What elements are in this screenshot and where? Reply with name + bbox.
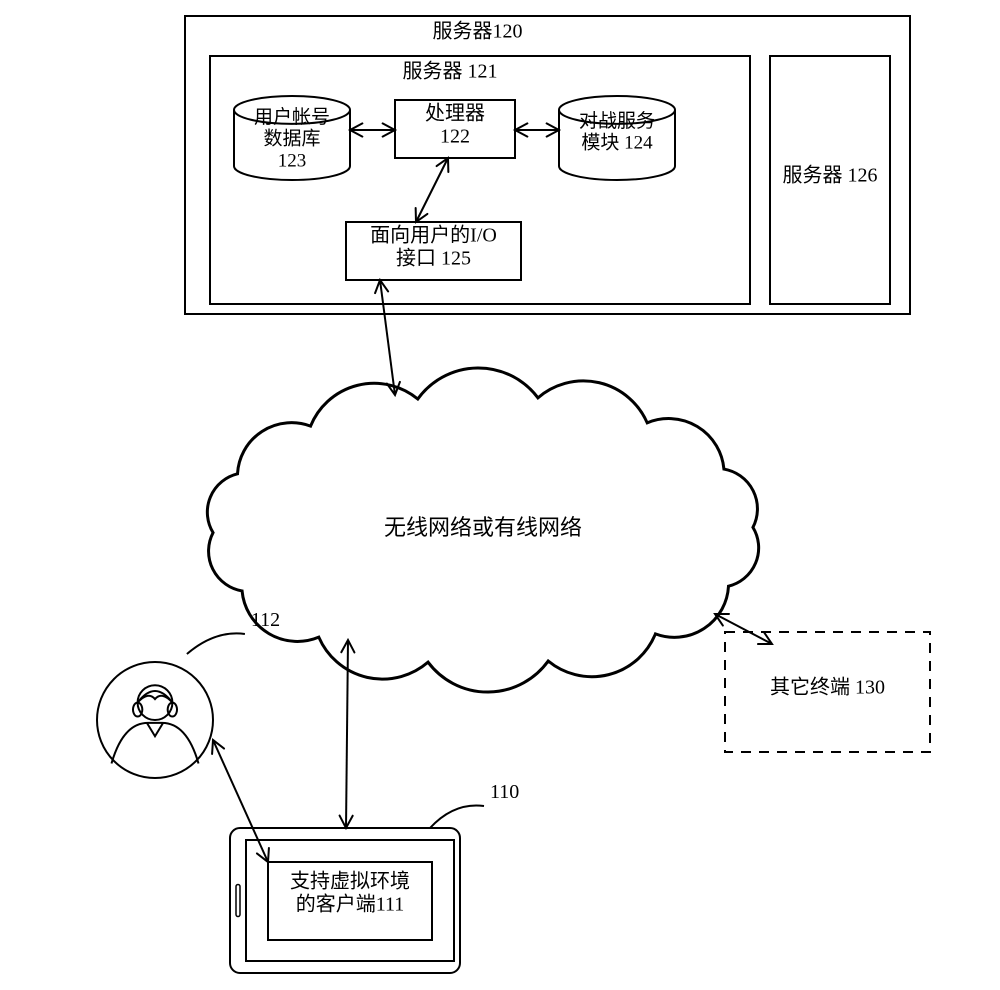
callout-112-label: 112 bbox=[251, 609, 280, 631]
callout-112-line bbox=[187, 633, 245, 654]
server-120-title: 服务器120 bbox=[433, 20, 523, 43]
client-111-label: 支持虚拟环境 bbox=[290, 870, 410, 893]
user-collar-icon bbox=[147, 723, 163, 736]
db-123-label: 123 bbox=[278, 150, 307, 171]
db-123-label: 数据库 bbox=[263, 128, 320, 150]
server-121-title: 服务器 121 bbox=[403, 60, 498, 83]
user-body-icon bbox=[112, 723, 199, 764]
io-125-label: 接口 125 bbox=[396, 247, 471, 270]
battle-124-label: 模块 124 bbox=[581, 132, 653, 154]
connector bbox=[213, 740, 268, 862]
client-111-label: 的客户端111 bbox=[296, 893, 405, 916]
battle-124-label: 对战服务 bbox=[579, 110, 655, 132]
server-126-label: 服务器 126 bbox=[783, 164, 878, 187]
cpu-122-label: 处理器 bbox=[425, 102, 485, 125]
device-speaker-icon bbox=[236, 885, 240, 917]
callout-110-line bbox=[430, 805, 484, 828]
cpu-122-label: 122 bbox=[440, 126, 470, 148]
connector bbox=[416, 158, 448, 222]
io-125-label: 面向用户的I/O bbox=[370, 224, 497, 247]
connector bbox=[715, 614, 772, 644]
other-terminal-label: 其它终端 130 bbox=[770, 676, 885, 699]
db-123-label: 用户帐号 bbox=[254, 106, 330, 128]
callout-110-label: 110 bbox=[490, 781, 519, 803]
cloud-label: 无线网络或有线网络 bbox=[384, 515, 582, 540]
connector bbox=[380, 280, 395, 395]
user-hair-icon bbox=[138, 691, 173, 703]
